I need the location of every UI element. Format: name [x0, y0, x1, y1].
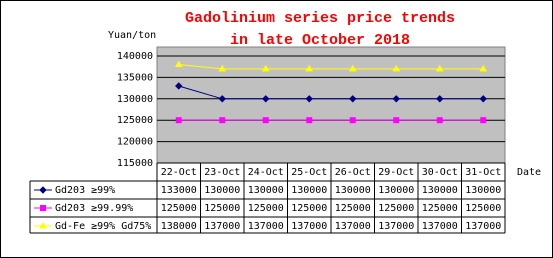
marker — [480, 117, 487, 124]
marker — [479, 64, 488, 72]
marker — [39, 222, 47, 229]
marker — [393, 117, 400, 124]
table-cell: 133000 — [161, 185, 197, 196]
table-cell: 137000 — [335, 221, 371, 232]
marker — [392, 95, 400, 103]
table-cell: 125000 — [335, 203, 371, 214]
table-cell: 125000 — [378, 203, 414, 214]
marker — [262, 95, 270, 103]
table-cell: 137000 — [248, 221, 284, 232]
table-cell: 125000 — [465, 203, 501, 214]
marker — [305, 64, 314, 72]
marker — [305, 95, 313, 103]
table-cell: 137000 — [204, 221, 240, 232]
x-tick-label: 23-Oct — [204, 167, 240, 178]
table-cell: 130000 — [465, 185, 501, 196]
table-cell: 130000 — [422, 185, 458, 196]
marker — [392, 64, 401, 72]
marker — [348, 64, 357, 72]
marker — [174, 60, 183, 68]
table-cell: 125000 — [248, 203, 284, 214]
table-cell: 125000 — [161, 203, 197, 214]
marker — [261, 64, 270, 72]
legend-label: Gd203 ≥99.99% — [55, 203, 133, 214]
table-cell: 137000 — [291, 221, 327, 232]
x-tick-label: 25-Oct — [291, 167, 327, 178]
table-cell: 125000 — [291, 203, 327, 214]
marker — [435, 64, 444, 72]
table-cell: 130000 — [291, 185, 327, 196]
chart-title: Gadolinium series price trends — [185, 10, 455, 27]
table-cell: 130000 — [248, 185, 284, 196]
marker — [219, 117, 226, 124]
x-axis-label: Date — [517, 167, 541, 178]
marker — [175, 82, 183, 90]
table-cell: 138000 — [161, 221, 197, 232]
marker — [306, 117, 313, 124]
series-line — [178, 64, 484, 70]
marker — [175, 117, 182, 124]
x-tick-label: 31-Oct — [465, 167, 501, 178]
y-tick-label: 135000 — [117, 72, 153, 83]
y-tick-label: 120000 — [117, 137, 153, 148]
table-cell: 137000 — [422, 221, 458, 232]
table-cell: 130000 — [204, 185, 240, 196]
marker — [262, 117, 269, 124]
x-tick-label: 30-Oct — [422, 167, 458, 178]
table-cell: 130000 — [378, 185, 414, 196]
table-cell: 137000 — [465, 221, 501, 232]
chart-subtitle: in late October 2018 — [230, 32, 410, 49]
x-tick-label: 22-Oct — [161, 167, 197, 178]
y-tick-label: 140000 — [117, 51, 153, 62]
y-tick-label: 115000 — [117, 158, 153, 169]
table-cell: 137000 — [378, 221, 414, 232]
series-line — [178, 85, 484, 100]
legend-label: Gd-Fe ≥99% Gd75% — [55, 221, 151, 232]
marker — [349, 95, 357, 103]
marker — [40, 205, 46, 211]
legend-label: Gd203 ≥99% — [55, 185, 115, 196]
x-tick-label: 29-Oct — [378, 167, 414, 178]
y-tick-label: 130000 — [117, 94, 153, 105]
marker — [436, 117, 443, 124]
table-cell: 130000 — [335, 185, 371, 196]
marker — [218, 64, 227, 72]
marker — [479, 95, 487, 103]
plot-area — [156, 46, 506, 164]
marker — [436, 95, 444, 103]
y-axis-label: Yuan/ton — [108, 30, 156, 41]
table-cell: 125000 — [204, 203, 240, 214]
marker — [349, 117, 356, 124]
table-cell: 125000 — [422, 203, 458, 214]
x-tick-label: 24-Oct — [248, 167, 284, 178]
marker — [39, 186, 47, 194]
x-tick-label: 26-Oct — [335, 167, 371, 178]
marker — [218, 95, 226, 103]
y-tick-label: 125000 — [117, 115, 153, 126]
